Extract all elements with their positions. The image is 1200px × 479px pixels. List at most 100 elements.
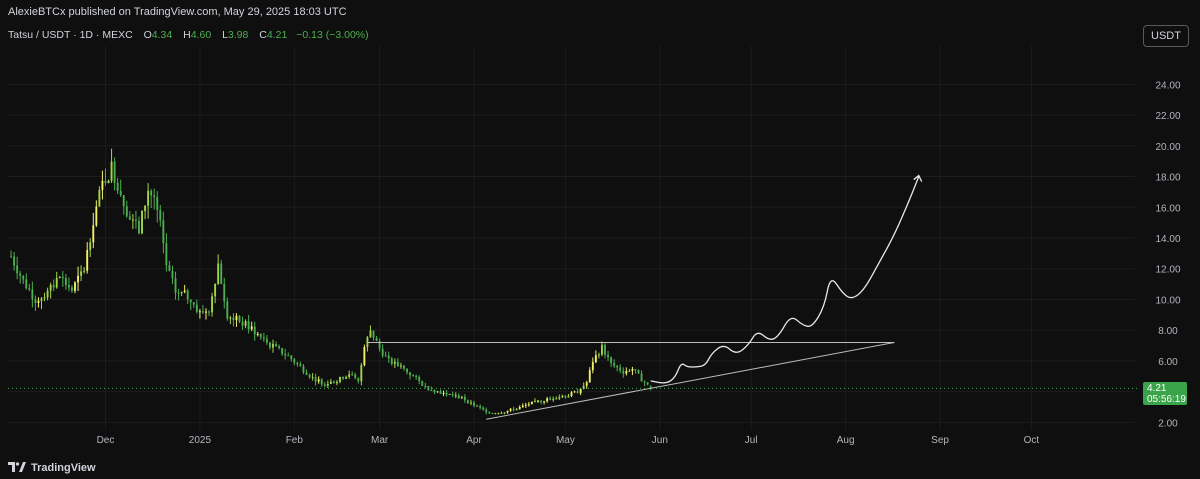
candle-body [576,391,579,394]
trendlines [367,341,895,420]
open-value: 4.34 [151,29,173,41]
candle-body [284,353,287,356]
footer-bar [0,455,1200,479]
x-tick-label: Sep [931,435,949,446]
candles [10,148,652,415]
candle-body [80,271,83,276]
candle-body [585,382,588,386]
candle-body [445,392,448,395]
candle-body [555,398,558,400]
candle-body [71,287,73,291]
y-tick-label: 6.00 [1158,357,1178,368]
candle-body [396,361,399,367]
candle-body [25,279,28,289]
candle-body [214,283,217,297]
candle-body [58,276,61,278]
candle-body [524,404,527,406]
symbol-label[interactable]: Tatsu / USDT · 1D · MEXC [8,29,133,41]
candle-body [390,358,393,364]
candle-body [83,270,86,272]
candle-body [174,278,177,293]
currency-button[interactable]: USDT [1143,25,1189,47]
candle-body [451,393,454,396]
projection-arrowhead [913,174,923,182]
candle-body [77,275,80,283]
candle-body [604,344,606,355]
candle-body [125,206,128,217]
projection [650,174,923,384]
candle-body [488,412,491,414]
candle-body [470,402,472,404]
candle-body [299,363,302,367]
x-tick-label: Mar [371,435,389,446]
candle-body [387,355,390,359]
candle-body [320,379,323,385]
candle-body [317,379,320,382]
candle-body [497,413,500,415]
candle-body [549,398,552,400]
candle-body [281,348,284,354]
candle-body [159,210,162,221]
candle-body [110,161,113,181]
candle-body [591,362,594,371]
y-axis: 24.00 22.00 20.00 18.00 16.00 14.00 12.00 10.00… [1155,80,1180,429]
candle-body [101,180,104,190]
candle-body [107,180,110,184]
candle-body [454,395,457,397]
candle-body [625,371,628,374]
candle-body [406,368,408,373]
candle-body [558,397,561,399]
candle-body [89,242,92,251]
candle-body [95,206,98,226]
candle-body [195,304,198,312]
candle-body [37,300,40,303]
candle-body [180,291,183,293]
candle-body [613,362,616,366]
candle-body [466,400,469,404]
candle-body [640,373,643,382]
candle-body [619,367,622,371]
candle-body [460,396,463,399]
candle-body [150,190,153,196]
candle-body [594,355,597,363]
x-tick-label: Jun [652,435,668,446]
candle-body [278,346,281,349]
candle-body [165,243,168,266]
candle-body [430,390,433,392]
candle-body [570,392,573,396]
candle-body [597,354,600,356]
candle-body [293,359,296,363]
candle-body [238,315,241,322]
x-axis: Dec 2025 Feb Mar Apr May Jun Jul Aug Sep Oct [97,435,1040,446]
candle-body [537,400,539,402]
candle-body [515,409,518,411]
candle-body [253,326,256,335]
candle-body [336,381,338,384]
candle-body [52,284,55,288]
tradingview-logo[interactable]: TradingView [8,461,96,474]
candle-body [232,317,235,321]
candle-body [134,219,137,221]
candle-body [259,333,262,338]
candle-body [439,391,442,394]
publisher-line: AlexieBTCx published on TradingView.com,… [8,6,347,18]
candle-body [153,195,156,198]
candle-body [412,375,415,377]
candle-body [348,374,351,377]
candle-body [113,161,116,183]
candle-body [314,377,317,382]
x-tick-label: Apr [466,435,482,446]
candle-body [375,337,378,341]
candle-body [323,384,326,386]
candle-body [509,408,512,411]
candle-body [177,292,180,294]
candle-body [601,344,603,355]
candle-body [473,402,475,406]
candle-body [485,409,488,413]
candle-body [147,190,150,206]
candle-body [275,343,277,347]
candle-body [634,369,637,371]
candle-body [345,376,348,379]
y-tick-label: 10.00 [1155,295,1180,306]
